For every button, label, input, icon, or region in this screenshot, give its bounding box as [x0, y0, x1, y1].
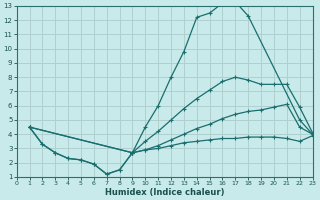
X-axis label: Humidex (Indice chaleur): Humidex (Indice chaleur): [105, 188, 224, 197]
